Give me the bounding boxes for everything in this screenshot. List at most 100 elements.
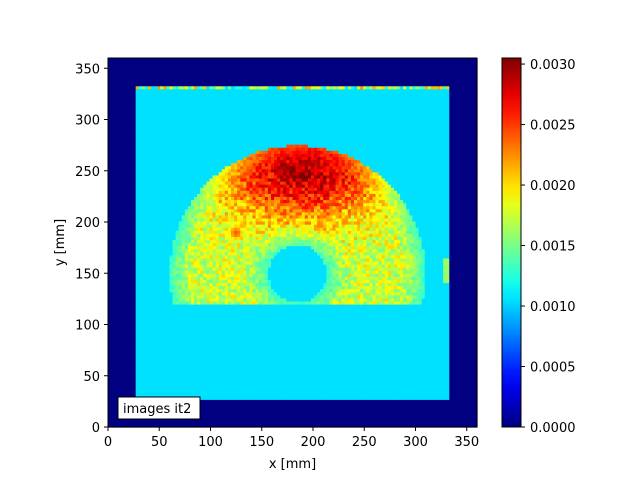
heat-cell (123, 420, 128, 425)
heat-cell (172, 94, 177, 99)
heat-cell (175, 353, 180, 357)
heat-cell (135, 67, 140, 71)
heat-cell (108, 257, 112, 262)
heat-cell (114, 107, 118, 111)
heat-cell (166, 353, 171, 357)
heat-cell (163, 288, 168, 293)
heat-cell (126, 307, 131, 311)
heat-cell (138, 184, 143, 188)
heat-cell (160, 273, 164, 277)
heat-cell (138, 257, 143, 262)
heat-cell (138, 319, 143, 324)
heat-cell (120, 239, 124, 244)
heat-cell (123, 202, 128, 207)
heat-cell (123, 79, 128, 84)
heat-cell (166, 350, 171, 354)
heat-cell (108, 73, 112, 78)
heat-cell (163, 239, 168, 244)
heat-cell (108, 304, 112, 308)
heat-cell (126, 374, 131, 379)
heat-cell (141, 260, 146, 265)
heat-cell (135, 387, 140, 391)
heat-cell (129, 67, 134, 71)
heat-cell (129, 417, 134, 422)
heat-cell (166, 70, 171, 74)
heat-cell (123, 144, 128, 148)
heat-cell (154, 257, 158, 262)
heat-cell (157, 217, 161, 222)
heat-cell (108, 162, 112, 167)
heat-cell (108, 405, 112, 410)
heat-cell (169, 88, 174, 93)
heat-cell (120, 134, 124, 139)
heat-cell (144, 420, 149, 425)
heat-cell (126, 242, 131, 247)
heat-cell (126, 390, 131, 394)
heat-cell (144, 251, 149, 256)
heat-cell (172, 347, 177, 351)
heat-cell (123, 365, 128, 370)
heat-cell (144, 220, 149, 225)
heat-cell (135, 393, 140, 397)
heat-cell (172, 91, 177, 96)
heat-cell (126, 319, 131, 324)
heat-cell (154, 122, 158, 127)
heat-cell (141, 393, 146, 397)
heat-cell (157, 368, 161, 373)
heat-cell (108, 199, 112, 204)
heat-cell (147, 122, 152, 127)
heat-cell (108, 408, 112, 413)
heat-cell (151, 147, 155, 151)
heat-cell (154, 159, 158, 164)
heat-cell (138, 334, 143, 339)
heat-cell (172, 147, 177, 151)
heat-cell (144, 190, 149, 194)
heat-cell (147, 193, 152, 197)
heat-cell (123, 380, 128, 385)
heat-cell (166, 251, 171, 256)
heat-cell (126, 267, 131, 271)
heat-cell (163, 122, 168, 127)
heat-cell (111, 205, 115, 210)
heat-cell (132, 73, 137, 78)
heat-cell (114, 150, 118, 154)
heat-cell (111, 257, 115, 262)
heat-cell (138, 73, 143, 78)
heat-cell (157, 70, 161, 74)
heat-cell (166, 257, 171, 262)
heat-cell (157, 294, 161, 299)
heat-cell (141, 331, 146, 336)
heat-cell (157, 300, 161, 305)
heat-cell (147, 150, 152, 154)
heat-cell (151, 273, 155, 277)
heat-cell (163, 76, 168, 81)
heat-cell (108, 393, 112, 397)
heat-cell (169, 347, 174, 351)
heat-cell (169, 304, 174, 308)
heat-cell (157, 190, 161, 194)
heat-cell (120, 199, 124, 204)
heat-cell (175, 356, 180, 360)
heat-cell (111, 85, 115, 90)
heat-cell (160, 285, 164, 290)
heat-cell (157, 276, 161, 280)
heat-cell (160, 217, 164, 222)
heat-cell (117, 383, 121, 388)
heat-cell (117, 76, 121, 81)
heat-cell (126, 347, 131, 351)
heat-cell (129, 125, 134, 130)
heat-cell (120, 325, 124, 330)
heat-cell (151, 285, 155, 290)
heat-cell (172, 144, 177, 148)
heat-cell (163, 224, 168, 228)
heat-cell (160, 362, 164, 367)
heat-cell (108, 211, 112, 216)
heat-cell (129, 61, 134, 65)
heat-cell (135, 300, 140, 305)
heat-cell (138, 310, 143, 314)
heat-cell (163, 153, 168, 157)
heat-cell (123, 181, 128, 185)
heat-cell (169, 199, 174, 204)
heat-cell (123, 273, 128, 277)
heat-cell (117, 141, 121, 145)
